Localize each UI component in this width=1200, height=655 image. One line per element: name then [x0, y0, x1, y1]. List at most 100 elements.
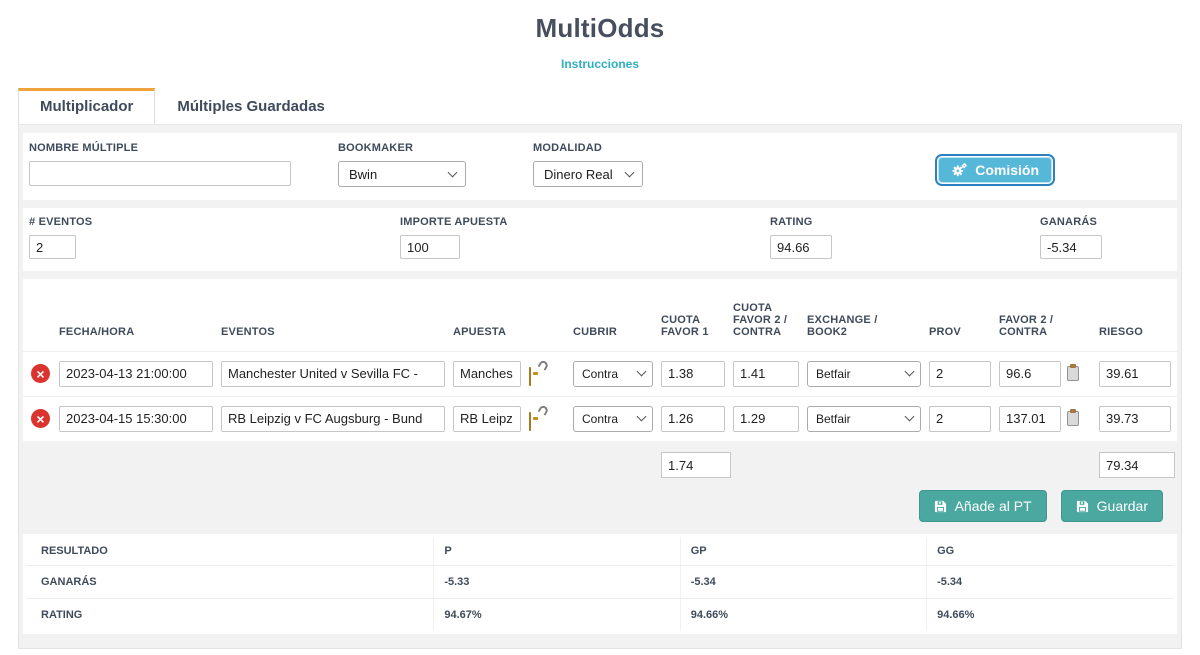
cubrir-selected-value: Contra	[582, 366, 619, 381]
riesgo-input[interactable]	[1099, 360, 1171, 387]
cubrir-select[interactable]: Contra	[573, 405, 653, 432]
tab-bar: Multiplicador Múltiples Guardadas	[18, 88, 1182, 124]
p-header: P	[433, 537, 681, 566]
results-row-ganaras: GANARÁS -5.33 -5.34 -5.34	[27, 565, 1173, 599]
instructions-link[interactable]: Instrucciones	[560, 57, 640, 71]
multiplicador-panel: NOMBRE MÚLTIPLE BOOKMAKER Bwin MODALIDAD…	[18, 124, 1182, 649]
save-icon	[1076, 500, 1088, 512]
delete-row-button[interactable]: ×	[31, 409, 50, 429]
bookmaker-select[interactable]: Bwin	[338, 161, 466, 187]
num-eventos-label: # EVENTOS	[29, 216, 93, 228]
exchange-select[interactable]: Betfair	[807, 360, 921, 387]
lock-body	[529, 411, 531, 431]
riesgo-total-input[interactable]	[1099, 452, 1175, 478]
exchange-selected-value: Betfair	[816, 366, 851, 381]
chevron-down-icon	[904, 411, 915, 422]
clipboard-clip	[1070, 364, 1076, 368]
nombre-multiple-input[interactable]	[29, 161, 291, 186]
evento-input[interactable]	[221, 360, 445, 387]
results-card: RESULTADO P GP GG GANARÁS -5.33 -5.34 -5…	[23, 534, 1177, 634]
ganaras-label: GANARÁS	[1040, 216, 1098, 228]
favor-2-contra-input[interactable]	[999, 360, 1061, 387]
chevron-down-icon	[624, 167, 635, 177]
cuota-favor-2-contra-input[interactable]	[733, 360, 799, 387]
modalidad-select[interactable]: Dinero Real	[533, 161, 643, 187]
ganaras-gg-value: -5.34	[926, 565, 1173, 599]
chevron-down-icon	[447, 167, 458, 177]
col-lock-header	[527, 279, 571, 351]
col-riesgo-header: RIESGO	[1099, 325, 1143, 338]
anade-al-pt-label: Añade al PT	[954, 498, 1032, 514]
results-table: RESULTADO P GP GG GANARÁS -5.33 -5.34 -5…	[27, 537, 1173, 631]
results-header-row: RESULTADO P GP GG	[27, 537, 1173, 566]
ganaras-input[interactable]	[1040, 235, 1102, 259]
lock-keyhole	[533, 371, 538, 375]
col-cuota-favor-2-contra-header: CUOTA FAVOR 2 / CONTRA	[733, 301, 788, 338]
rating-p-value: 94.67%	[433, 598, 681, 631]
chevron-down-icon	[904, 366, 915, 377]
rating-gg-value: 94.66%	[926, 598, 1173, 631]
col-exchange-book2-header: EXCHANGE / BOOK2	[807, 313, 878, 338]
clipboard-icon[interactable]	[1067, 409, 1079, 427]
favor-2-contra-input[interactable]	[999, 405, 1061, 432]
clipboard-icon[interactable]	[1067, 364, 1079, 381]
delete-row-button[interactable]: ×	[31, 364, 50, 383]
exchange-selected-value: Betfair	[816, 411, 851, 426]
exchange-select[interactable]: Betfair	[807, 405, 921, 432]
guardar-label: Guardar	[1096, 498, 1148, 514]
ganaras-p-value: -5.33	[433, 565, 681, 599]
cuota-favor-total-input[interactable]	[661, 452, 731, 478]
lock-body	[529, 366, 531, 386]
anade-al-pt-button[interactable]: Añade al PT	[918, 490, 1047, 522]
tab-multiples-guardadas[interactable]: Múltiples Guardadas	[177, 98, 325, 115]
unlock-icon[interactable]	[529, 404, 550, 431]
resultado-header: RESULTADO	[27, 537, 434, 566]
nombre-multiple-label: NOMBRE MÚLTIPLE	[29, 142, 139, 154]
fecha-hora-input[interactable]	[59, 360, 213, 387]
prov-input[interactable]	[929, 360, 991, 387]
form-row-1: NOMBRE MÚLTIPLE BOOKMAKER Bwin MODALIDAD…	[23, 133, 1177, 200]
comision-button[interactable]: Comisión	[938, 157, 1052, 183]
bookmaker-label: BOOKMAKER	[338, 142, 414, 154]
cubrir-select[interactable]: Contra	[573, 360, 653, 387]
riesgo-input[interactable]	[1099, 405, 1171, 432]
col-eventos-header: EVENTOS	[221, 325, 275, 338]
bookmaker-selected-value: Bwin	[349, 166, 378, 182]
event-row-2: × Contra	[23, 395, 1177, 441]
save-icon	[934, 500, 946, 512]
col-cuota-favor-1-header: CUOTA FAVOR 1	[661, 313, 709, 338]
guardar-button[interactable]: Guardar	[1060, 490, 1163, 522]
col-apuesta-header: APUESTA	[453, 325, 507, 338]
prov-input[interactable]	[929, 405, 991, 432]
col-cubrir-header: CUBRIR	[573, 325, 617, 338]
importe-apuesta-input[interactable]	[400, 235, 460, 259]
ganaras-row-label: GANARÁS	[27, 565, 434, 599]
comision-button-label: Comisión	[975, 162, 1039, 178]
cuota-favor-1-input[interactable]	[661, 405, 725, 432]
rating-label: RATING	[770, 216, 813, 228]
lock-shackle	[537, 358, 550, 371]
form-row-2: # EVENTOS IMPORTE APUESTA RATING GANARÁS	[23, 208, 1177, 271]
page-title: MultiOdds	[535, 13, 665, 43]
tab-multiplicador[interactable]: Multiplicador	[18, 88, 156, 124]
ganaras-gp-value: -5.34	[679, 565, 927, 599]
evento-input[interactable]	[221, 405, 445, 432]
event-row-1: × Contra	[23, 350, 1177, 396]
num-eventos-input[interactable]	[29, 235, 76, 259]
apuesta-input[interactable]	[453, 360, 521, 387]
apuesta-input[interactable]	[453, 405, 521, 432]
events-header-row: FECHA/HORA EVENTOS APUESTA CUBRIR CUOTA …	[23, 279, 1177, 351]
rating-row-label: RATING	[41, 609, 83, 621]
cuota-favor-1-input[interactable]	[661, 360, 725, 387]
fecha-hora-input[interactable]	[59, 405, 213, 432]
gg-header: GG	[926, 537, 1173, 566]
importe-apuesta-label: IMPORTE APUESTA	[400, 216, 508, 228]
rating-input[interactable]	[770, 235, 832, 259]
col-delete-header	[23, 279, 57, 351]
gp-header: GP	[679, 537, 927, 566]
gears-icon	[952, 163, 968, 177]
unlock-icon[interactable]	[529, 358, 550, 386]
col-favor-2-contra-header: FAVOR 2 / CONTRA	[999, 313, 1054, 338]
cuota-favor-2-contra-input[interactable]	[733, 405, 799, 432]
results-row-rating: RATING 94.67% 94.66% 94.66%	[27, 598, 1173, 631]
